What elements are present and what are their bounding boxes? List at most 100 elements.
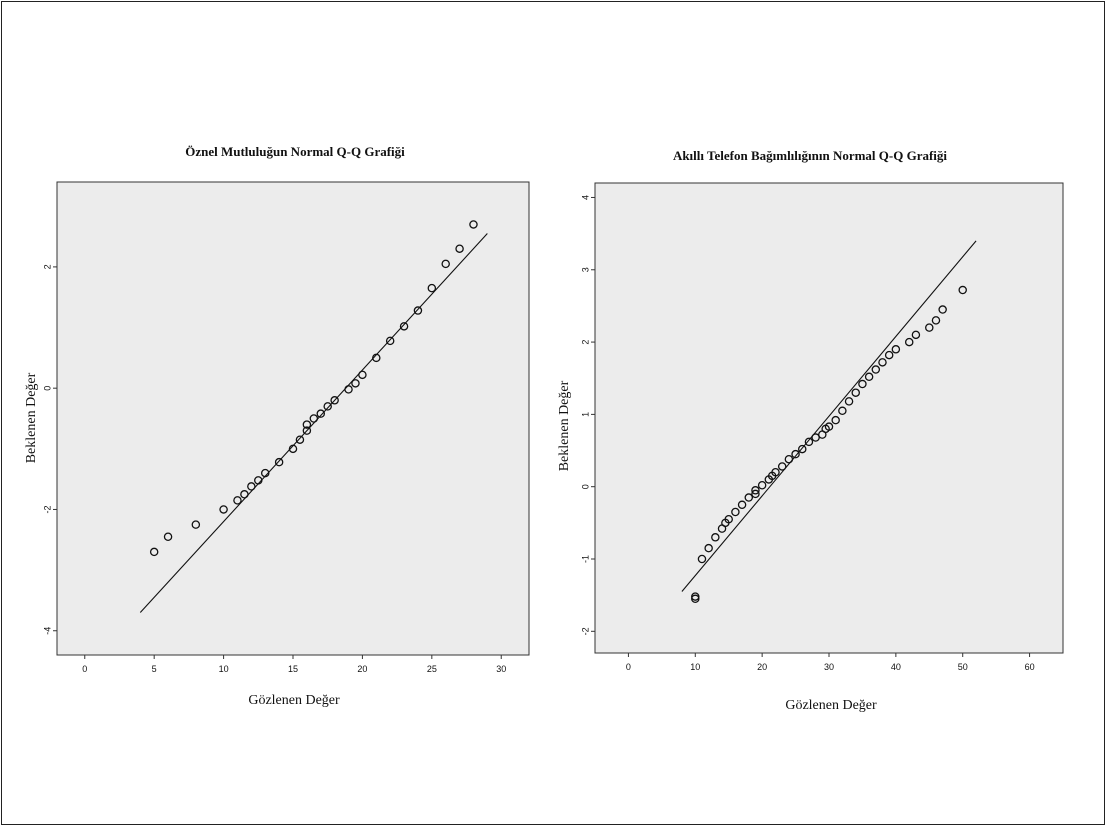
chart-right-data-point <box>711 533 720 542</box>
chart-right-data-point <box>904 337 914 347</box>
chart-left-data-point <box>344 385 353 394</box>
chart-left-x-tick-label: 15 <box>288 664 298 674</box>
chart-right-data-point <box>884 350 894 360</box>
chart-left-y-tick-label: 2 <box>42 264 52 269</box>
chart-left-reference-line <box>139 233 488 613</box>
chart-left-y-tick-label: -4 <box>42 627 52 635</box>
chart-right-y-tick-label: 1 <box>580 412 590 417</box>
chart-left-data-point <box>302 426 312 435</box>
chart-right-data-point <box>844 397 854 406</box>
chart-right-data-point <box>757 480 767 490</box>
chart-right-data-point <box>804 437 814 447</box>
chart-left-data-point <box>260 468 270 478</box>
chart-right-y-tick-label: 4 <box>580 195 590 200</box>
chart-left-data-point <box>309 414 319 423</box>
chart-left-data-point <box>351 379 360 388</box>
chart-right-data-point <box>958 285 967 295</box>
chart-left-data-point <box>233 496 242 505</box>
chart-right-x-tick-label: 60 <box>1025 662 1035 672</box>
chart-left-data-point <box>358 370 367 380</box>
chart-left-data-point <box>323 402 332 411</box>
chart-right-plot-area <box>594 182 1064 654</box>
chart-left-data-point <box>219 505 228 514</box>
chart-left-title: Öznel Mutluluğun Normal Q-Q Grafiği <box>185 144 405 159</box>
chart-left-data-point <box>295 435 305 444</box>
chart-right-data-point <box>724 514 733 524</box>
chart-left-x-tick-label: 5 <box>152 664 157 674</box>
chart-left-data-point <box>302 420 312 429</box>
chart-left-data-point <box>455 244 464 253</box>
chart-left-data-point <box>274 457 284 467</box>
chart-right-data-point <box>878 358 887 367</box>
chart-left-x-tick-label: 30 <box>496 664 506 674</box>
chart-left-x-axis-label: Gözlenen Değer <box>248 693 340 708</box>
chart-right-x-tick-label: 40 <box>891 662 901 672</box>
chart-right-x-tick-label: 10 <box>690 662 700 672</box>
chart-right-data-point <box>791 449 800 459</box>
chart-right-y-tick-label: -2 <box>580 627 590 635</box>
chart-right-data-point <box>784 454 794 464</box>
chart-right-data-point <box>704 543 713 553</box>
chart-left-data-point <box>316 409 326 418</box>
chart-left-y-tick-label: -2 <box>42 505 52 513</box>
chart-left-data-point <box>191 520 201 529</box>
chart-right: Akıllı Telefon Bağımlılığının Normal Q-Q… <box>557 148 1064 713</box>
chart-left-data-point <box>427 283 437 293</box>
chart-left-data-point <box>441 259 450 269</box>
chart-left-data-point <box>413 306 423 315</box>
chart-left-x-tick-label: 20 <box>357 664 367 674</box>
chart-left-x-tick-label: 10 <box>219 664 229 674</box>
chart-right-data-point <box>697 554 707 564</box>
chart-left-data-point <box>149 547 159 557</box>
chart-right-data-point <box>731 507 740 517</box>
chart-right-data-point <box>771 467 780 477</box>
chart-left-data-point <box>330 396 339 405</box>
chart-right-y-tick-label: 2 <box>580 340 590 345</box>
chart-right-y-tick-label: 0 <box>580 484 590 489</box>
chart-right-data-point <box>925 323 934 332</box>
chart-right-data-point <box>744 493 754 502</box>
chart-right-title: Akıllı Telefon Bağımlılığının Normal Q-Q… <box>673 148 947 163</box>
chart-right-data-point <box>858 379 867 389</box>
chart-right-x-tick-label: 0 <box>626 662 631 672</box>
chart-left-data-point <box>385 336 395 346</box>
chart-right-data-point <box>864 372 874 382</box>
chart-right-y-tick-label: 3 <box>580 267 590 272</box>
chart-right-data-point <box>737 500 747 510</box>
chart-right-x-tick-label: 50 <box>958 662 968 672</box>
chart-right-data-point <box>851 388 860 397</box>
chart-right-data-point <box>751 486 760 495</box>
chart-left: Öznel Mutluluğun Normal Q-Q Grafiği Bekl… <box>24 144 530 708</box>
chart-right-data-point <box>938 305 947 314</box>
chart-right-x-tick-label: 20 <box>757 662 767 672</box>
chart-right-data-point <box>891 345 901 354</box>
chart-right-y-tick-label: -1 <box>580 555 590 563</box>
chart-left-data-point <box>254 476 263 485</box>
chart-left-data-point <box>247 482 256 491</box>
chart-left-data-point <box>163 532 173 542</box>
chart-right-data-point <box>751 489 760 499</box>
chart-left-x-tick-label: 0 <box>82 664 87 674</box>
chart-left-y-tick-label: 0 <box>42 386 52 391</box>
chart-left-data-point <box>372 353 381 363</box>
chart-right-data-point <box>931 316 941 325</box>
chart-left-data-point <box>240 490 249 499</box>
chart-left-data-point <box>288 444 298 454</box>
chart-left-plot-area <box>56 181 530 656</box>
chart-right-data-point <box>777 462 787 471</box>
chart-left-y-axis-label: Beklenen Değer <box>24 372 39 463</box>
chart-right-data-point <box>838 406 847 416</box>
chart-right-data-point <box>691 594 700 604</box>
chart-right-data-point <box>871 365 881 374</box>
chart-right-x-axis-label: Gözlenen Değer <box>785 698 877 713</box>
chart-right-data-point <box>831 415 840 425</box>
chart-right-data-point <box>911 330 921 340</box>
chart-right-x-tick-label: 30 <box>824 662 834 672</box>
chart-left-data-point <box>399 322 409 331</box>
chart-right-data-point <box>824 422 834 431</box>
chart-right-data-point <box>798 444 807 454</box>
chart-right-y-axis-label: Beklenen Değer <box>557 380 572 471</box>
